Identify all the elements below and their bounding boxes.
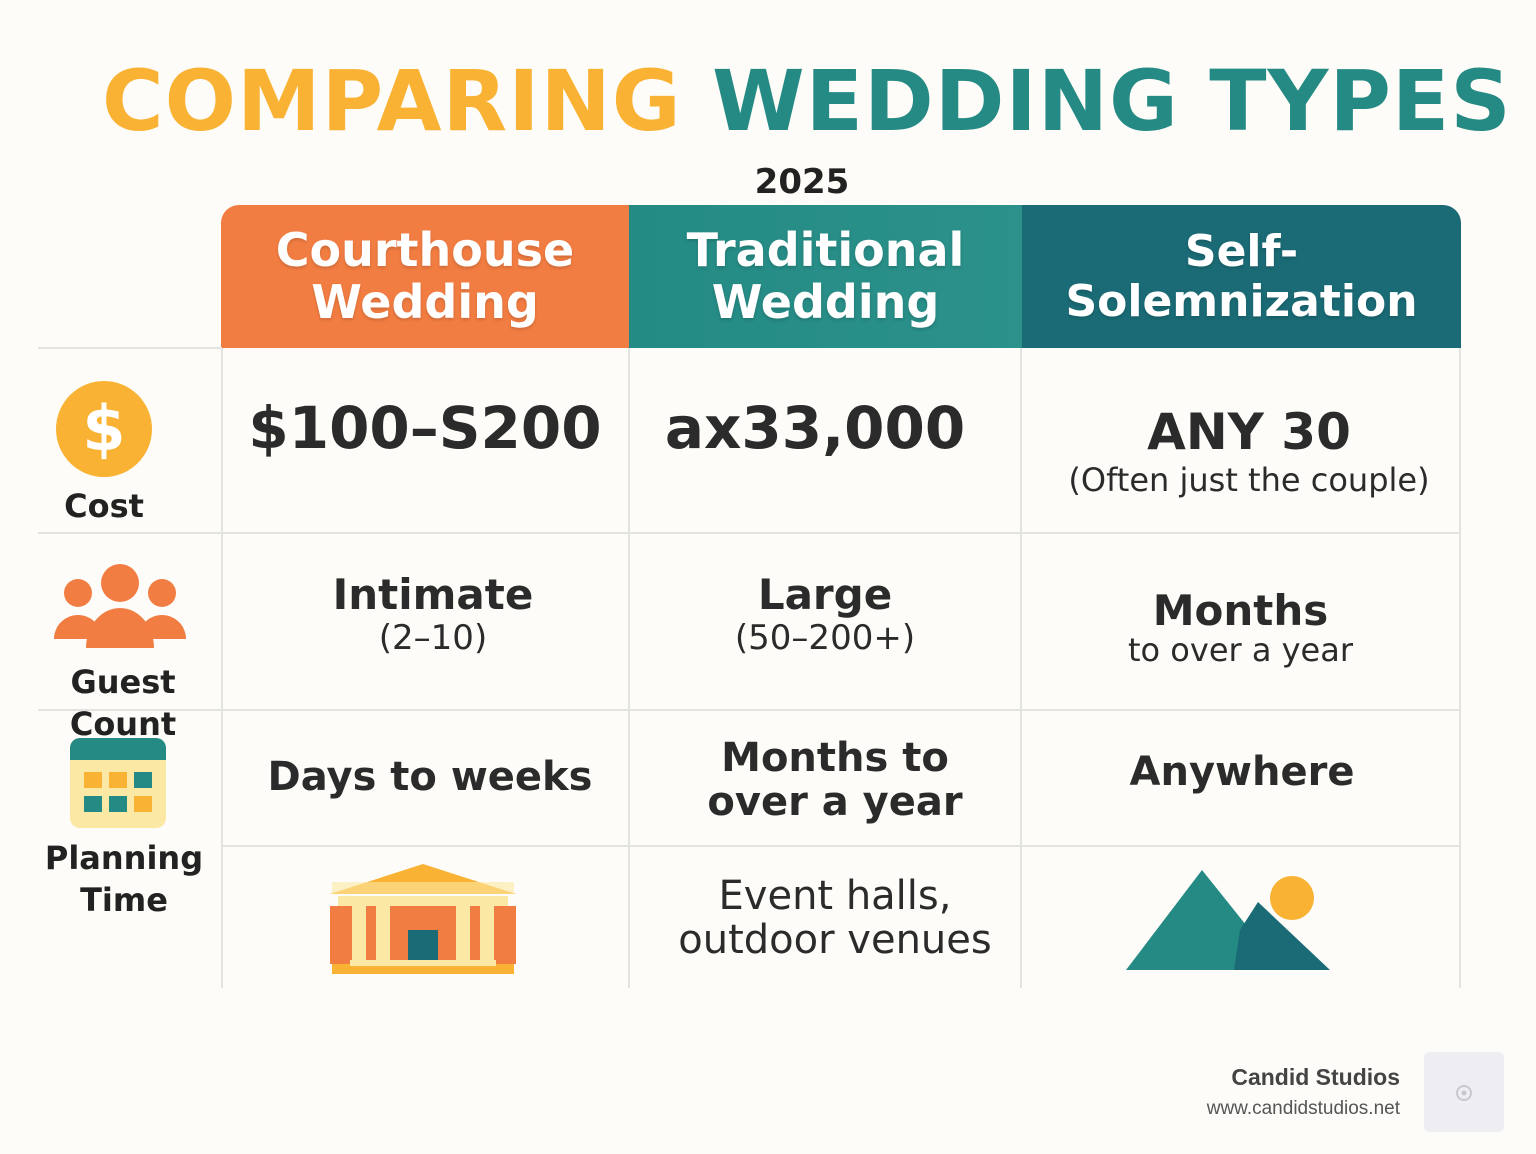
grid-line (221, 348, 223, 988)
planning-label-line2: Time (80, 880, 168, 919)
planning-courthouse: Days to weeks (222, 722, 638, 832)
guests-self: Months to over a year (1022, 578, 1459, 678)
header-traditional-line2: Wedding (711, 274, 940, 329)
cost-courthouse: $100–S200 (222, 372, 628, 484)
planning-traditional-line2: over a year (707, 779, 963, 825)
camera-logo-icon (1456, 1085, 1472, 1101)
guests-courthouse-main: Intimate (332, 569, 534, 619)
cost-traditional: ax33,000 (600, 372, 1030, 484)
planning-self-value: Anywhere (1129, 749, 1355, 795)
guests-self-main: Months (1152, 586, 1329, 636)
grid-line (38, 532, 1461, 534)
svg-text:$: $ (82, 392, 125, 465)
guests-traditional: Large (50–200+) (630, 560, 1020, 670)
row-label-cost: Cost (64, 487, 144, 525)
dollar-coin-icon: $ (56, 381, 152, 477)
cost-self: ANY 30 (Often just the couple) (1022, 392, 1476, 510)
mountains-sun-icon (1126, 870, 1330, 970)
planning-self: Anywhere (1022, 722, 1462, 822)
grid-line (38, 709, 1461, 711)
grid-line (221, 845, 1461, 847)
grid-line (628, 348, 630, 988)
header-self-solemnization: Self-Solemnization (1022, 205, 1461, 348)
guests-traditional-main: Large (757, 569, 893, 619)
planning-courthouse-value: Days to weeks (267, 754, 593, 800)
venue-traditional: Event halls, outdoor venues (630, 858, 1040, 978)
header-self-line1: Self-Solemnization (1065, 226, 1418, 327)
header-traditional-line1: Traditional (686, 222, 965, 277)
row-label-guest-count: Guest Count (69, 663, 177, 743)
row-label-planning-time: Planning Time (38, 838, 210, 921)
header-courthouse-line1: Courthouse (275, 222, 575, 277)
grid-line (38, 347, 222, 349)
year-label: 2025 (754, 162, 850, 202)
cost-self-value: ANY 30 (1147, 402, 1351, 461)
footer-url: www.candidstudios.net (1206, 1098, 1400, 1119)
header-courthouse-line2: Wedding (311, 274, 539, 329)
planning-traditional: Months to over a year (630, 722, 1040, 838)
title-part-2: WEDDING TYPES (711, 52, 1512, 150)
grid-line (1020, 348, 1022, 988)
guests-courthouse: Intimate (2–10) (222, 560, 644, 670)
cost-traditional-value: ax33,000 (664, 394, 966, 462)
people-group-icon (54, 564, 186, 648)
guests-self-sub: to over a year (1128, 631, 1353, 670)
header-traditional: Traditional Wedding (629, 205, 1022, 348)
cost-self-note: (Often just the couple) (1068, 460, 1430, 499)
page-title: COMPARING WEDDING TYPES (102, 52, 1512, 150)
planning-label-line1: Planning (44, 839, 204, 877)
guests-traditional-sub: (50–200+) (734, 617, 916, 658)
grid-line (1459, 348, 1461, 988)
footer-brand-name: Candid Studios (1231, 1064, 1400, 1090)
brand-logo (1424, 1052, 1504, 1132)
courthouse-building-icon (330, 864, 516, 974)
cost-courthouse-value: $100–S200 (248, 394, 602, 462)
venue-traditional-line2: outdoor venues (678, 917, 992, 963)
venue-traditional-line1: Event halls, (718, 873, 952, 919)
title-part-1: COMPARING (102, 52, 682, 150)
calendar-icon (70, 738, 166, 828)
header-courthouse: Courthouse Wedding (221, 205, 629, 348)
guests-courthouse-sub: (2–10) (378, 617, 488, 658)
planning-traditional-line1: Months to (721, 735, 949, 781)
